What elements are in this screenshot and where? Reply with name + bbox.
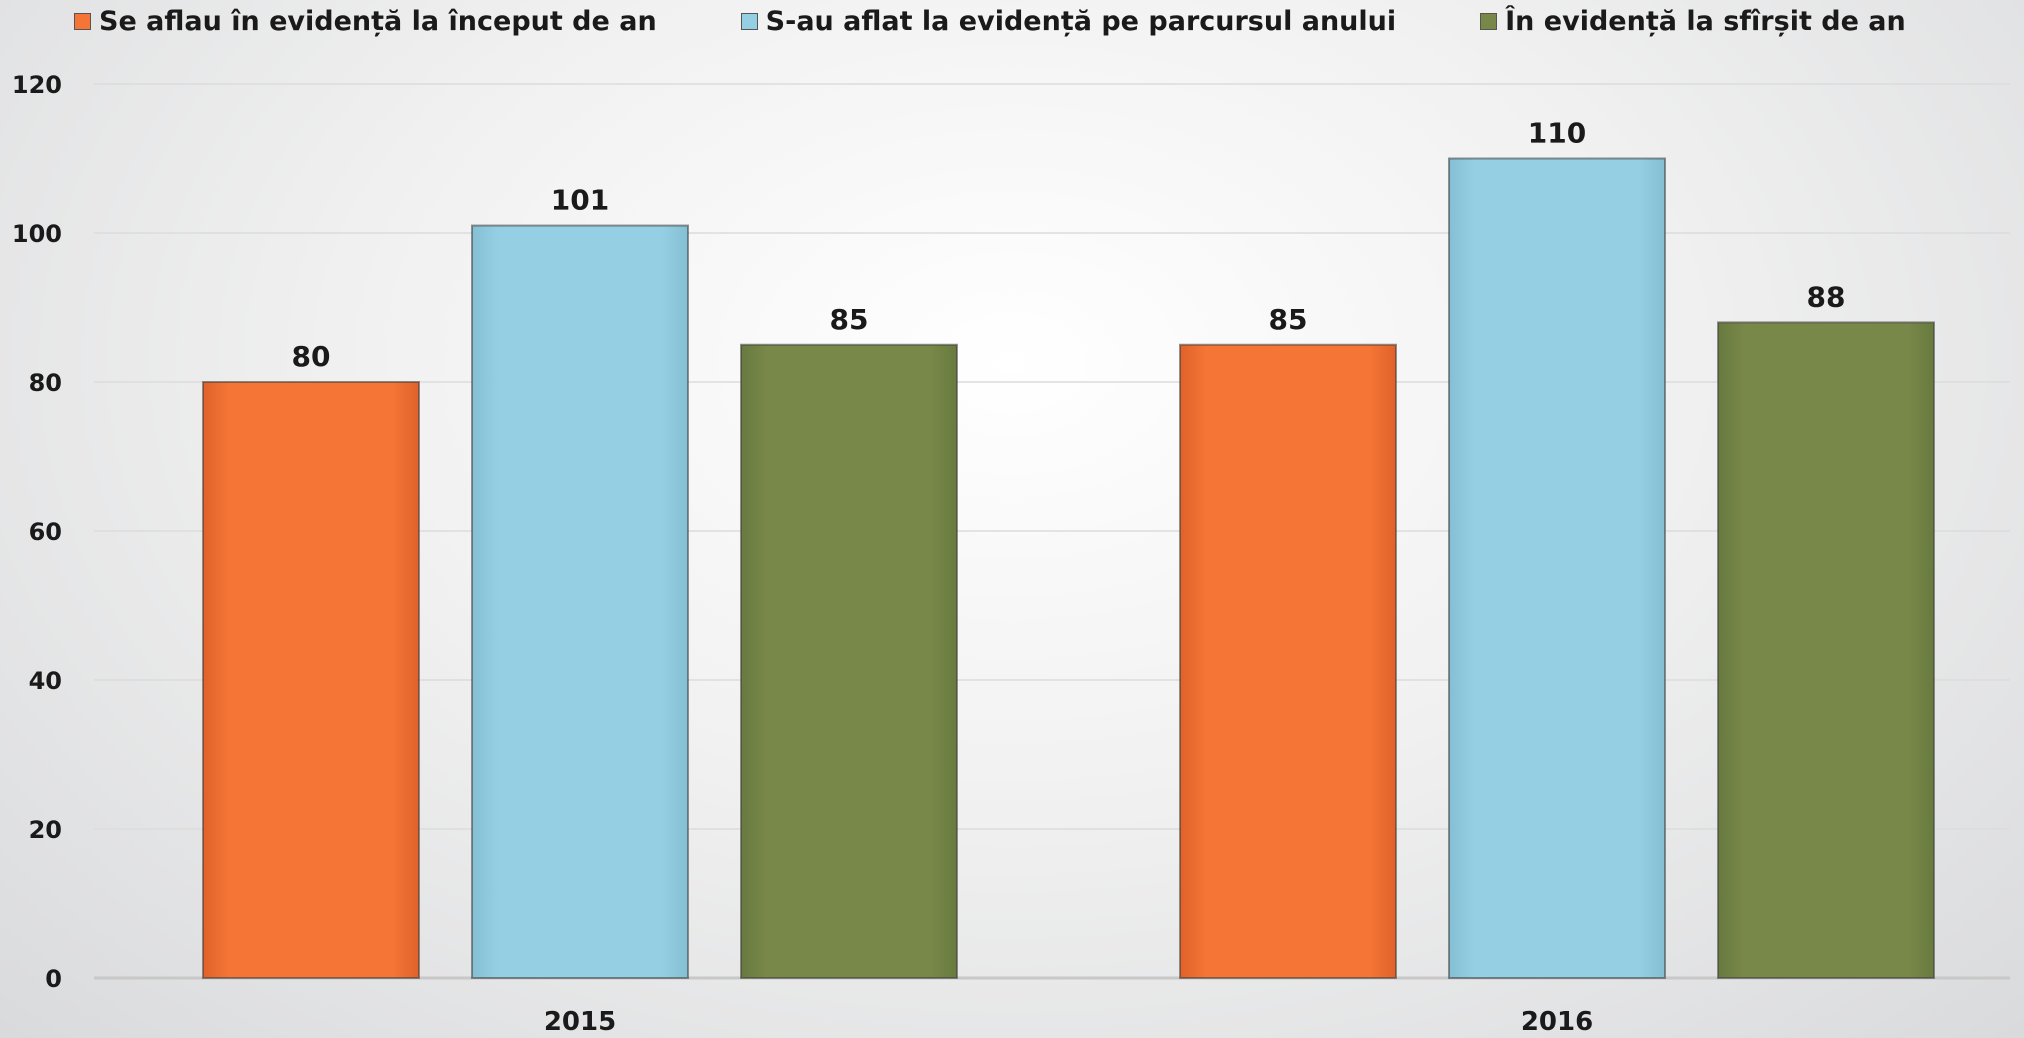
x-tick-label: 2015: [544, 1007, 616, 1037]
y-tick-label: 100: [12, 220, 62, 248]
y-tick-label: 20: [29, 816, 62, 844]
legend-swatch-orange: [74, 13, 91, 30]
legend-item-end-of-year: În evidență la sfîrșit de an: [1480, 6, 1906, 37]
bar: [1717, 321, 1935, 979]
legend-swatch-blue: [740, 13, 758, 30]
data-label: 110: [1528, 117, 1586, 150]
data-labels: 80 101 85 85 110 88: [292, 117, 1846, 374]
y-tick-label: 40: [29, 667, 62, 695]
legend-label: În evidență la sfîrșit de an: [1505, 6, 1906, 37]
x-tick-label: 2016: [1521, 1007, 1593, 1037]
y-tick-label: 60: [29, 518, 62, 546]
bars: [202, 157, 1935, 980]
x-axis: 2015 2016: [544, 1007, 1593, 1037]
bar: [1448, 157, 1666, 979]
y-axis: 0 20 40 60 80 100 120: [12, 71, 62, 993]
bar: [1179, 343, 1397, 979]
y-tick-label: 120: [12, 71, 62, 99]
legend: Se aflau în evidență la început de an S-…: [74, 6, 1906, 37]
legend-item-start-of-year: Se aflau în evidență la început de an: [74, 6, 657, 37]
legend-label: S-au aflat la evidență pe parcursul anul…: [765, 6, 1397, 37]
data-label: 88: [1807, 280, 1846, 313]
y-tick-label: 80: [29, 369, 62, 397]
data-label: 85: [830, 303, 869, 336]
bar: [471, 224, 689, 980]
legend-label: Se aflau în evidență la început de an: [99, 6, 657, 37]
legend-item-during-year: S-au aflat la evidență pe parcursul anul…: [740, 6, 1397, 37]
data-label: 101: [551, 184, 609, 217]
data-label: 80: [292, 340, 331, 373]
data-label: 85: [1269, 303, 1308, 336]
bar: [740, 343, 958, 979]
legend-swatch-green: [1480, 13, 1498, 30]
bar: [202, 381, 420, 979]
y-tick-label: 0: [45, 965, 62, 993]
